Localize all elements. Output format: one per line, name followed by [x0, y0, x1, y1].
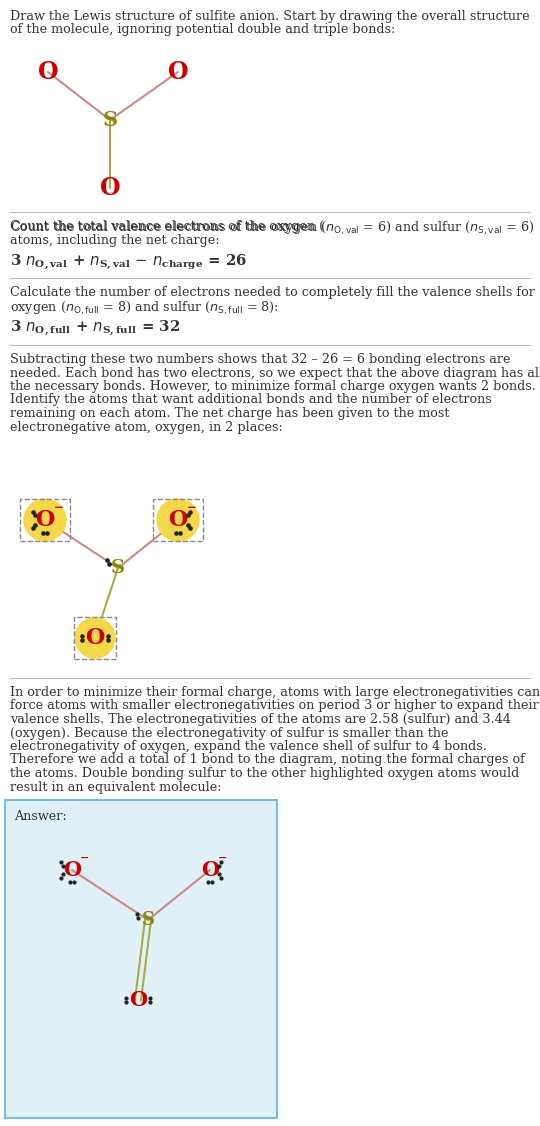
Bar [153, 499, 203, 540]
Text: Identify the atoms that want additional bonds and the number of electrons: Identify the atoms that want additional … [10, 393, 492, 406]
Bar [20, 499, 70, 540]
Text: O: O [100, 176, 120, 200]
Text: the necessary bonds. However, to minimize formal charge oxygen wants 2 bonds.: the necessary bonds. However, to minimiz… [10, 379, 536, 393]
Text: result in an equivalent molecule:: result in an equivalent molecule: [10, 780, 221, 794]
Text: Count the total valence electrons of the oxygen ($n_\mathrm{O,val}$ = 6) and sul: Count the total valence electrons of the… [10, 220, 535, 238]
Text: (oxygen). Because the electronegativity of sulfur is smaller than the: (oxygen). Because the electronegativity … [10, 726, 449, 740]
Text: O: O [63, 860, 81, 881]
Text: valence shells. The electronegativities of the atoms are 2.58 (sulfur) and 3.44: valence shells. The electronegativities … [10, 713, 511, 726]
Text: Subtracting these two numbers shows that 32 – 26 = 6 bonding electrons are: Subtracting these two numbers shows that… [10, 352, 510, 366]
Text: Draw the Lewis structure of sulfite anion. Start by drawing the overall structur: Draw the Lewis structure of sulfite anio… [10, 10, 530, 23]
Text: electronegativity of oxygen, expand the valence shell of sulfur to 4 bonds.: electronegativity of oxygen, expand the … [10, 740, 487, 753]
Text: S: S [103, 110, 118, 129]
Text: Calculate the number of electrons needed to completely fill the valence shells f: Calculate the number of electrons needed… [10, 286, 535, 300]
Circle shape [157, 499, 199, 540]
Text: In order to minimize their formal charge, atoms with large electronegativities c: In order to minimize their formal charge… [10, 686, 540, 699]
Text: of the molecule, ignoring potential double and triple bonds:: of the molecule, ignoring potential doub… [10, 23, 395, 36]
Circle shape [24, 499, 66, 540]
Text: Count the total valence electrons of the oxygen (: Count the total valence electrons of the… [10, 220, 330, 233]
Text: −: − [218, 854, 228, 863]
Text: O: O [35, 509, 55, 531]
Text: O: O [38, 60, 58, 84]
Text: remaining on each atom. The net charge has been given to the most: remaining on each atom. The net charge h… [10, 406, 449, 420]
Text: atoms, including the net charge:: atoms, including the net charge: [10, 234, 220, 247]
Text: O: O [168, 60, 188, 84]
Text: S: S [111, 558, 125, 577]
Circle shape [75, 618, 115, 658]
Text: 3 $n_\mathregular{O,val}$ + $n_\mathregular{S,val}$ $-$ $n_\mathregular{charge}$: 3 $n_\mathregular{O,val}$ + $n_\mathregu… [10, 252, 247, 271]
Text: Answer:: Answer: [14, 810, 67, 823]
Text: force atoms with smaller electronegativities on period 3 or higher to expand the: force atoms with smaller electronegativi… [10, 699, 539, 713]
Text: the atoms. Double bonding sulfur to the other highlighted oxygen atoms would: the atoms. Double bonding sulfur to the … [10, 767, 519, 780]
Text: O: O [168, 509, 188, 531]
Text: needed. Each bond has two electrons, so we expect that the above diagram has all: needed. Each bond has two electrons, so … [10, 366, 540, 379]
Text: O: O [201, 860, 219, 881]
Text: Therefore we add a total of 1 bond to the diagram, noting the formal charges of: Therefore we add a total of 1 bond to th… [10, 753, 525, 767]
Text: 3 $n_\mathregular{O,full}$ + $n_\mathregular{S,full}$ = 32: 3 $n_\mathregular{O,full}$ + $n_\mathreg… [10, 318, 180, 338]
Text: −: − [187, 500, 197, 513]
Text: O: O [129, 990, 147, 1010]
FancyBboxPatch shape [5, 799, 277, 1118]
Text: −: − [80, 854, 90, 863]
Text: oxygen ($n_\mathrm{O,full}$ = 8) and sulfur ($n_\mathrm{S,full}$ = 8):: oxygen ($n_\mathrm{O,full}$ = 8) and sul… [10, 300, 279, 318]
Text: O: O [85, 627, 105, 649]
Text: electronegative atom, oxygen, in 2 places:: electronegative atom, oxygen, in 2 place… [10, 420, 283, 434]
Text: −: − [54, 500, 64, 513]
Text: S: S [141, 911, 154, 929]
Bar [74, 617, 116, 659]
